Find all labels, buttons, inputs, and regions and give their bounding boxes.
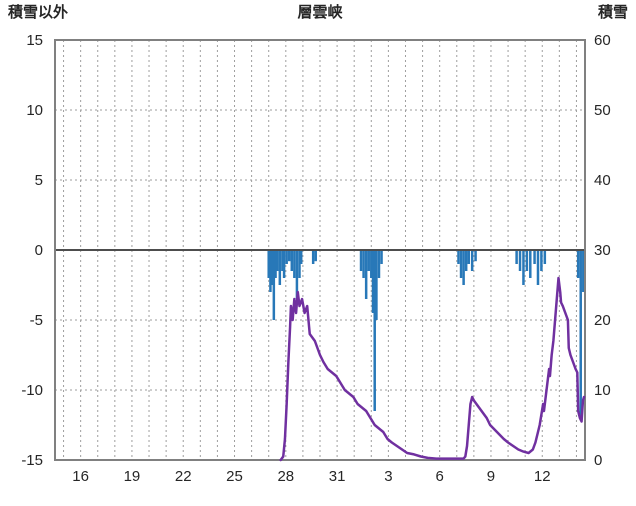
svg-text:0: 0 xyxy=(594,452,602,469)
svg-text:50: 50 xyxy=(594,102,611,119)
svg-text:22: 22 xyxy=(175,468,192,485)
svg-text:0: 0 xyxy=(35,242,43,259)
svg-text:28: 28 xyxy=(277,468,294,485)
snow-depth-line xyxy=(279,276,586,462)
svg-text:3: 3 xyxy=(384,468,392,485)
svg-text:9: 9 xyxy=(487,468,495,485)
svg-text:6: 6 xyxy=(436,468,444,485)
svg-text:40: 40 xyxy=(594,172,611,189)
svg-text:30: 30 xyxy=(594,242,611,259)
svg-text:12: 12 xyxy=(534,468,551,485)
right-axis-title: 積雪 xyxy=(597,3,628,21)
precipitation-bars xyxy=(267,250,586,418)
svg-text:5: 5 xyxy=(35,172,43,189)
svg-text:15: 15 xyxy=(26,32,43,49)
svg-text:16: 16 xyxy=(72,468,89,485)
svg-text:-5: -5 xyxy=(30,312,43,329)
left-axis-title: 積雪以外 xyxy=(7,3,68,21)
svg-text:25: 25 xyxy=(226,468,243,485)
svg-text:-10: -10 xyxy=(21,382,43,399)
svg-text:10: 10 xyxy=(594,382,611,399)
svg-text:60: 60 xyxy=(594,32,611,49)
svg-text:20: 20 xyxy=(594,312,611,329)
svg-text:10: 10 xyxy=(26,102,43,119)
svg-text:-15: -15 xyxy=(21,452,43,469)
svg-text:31: 31 xyxy=(329,468,346,485)
plot-frame xyxy=(54,39,586,461)
chart-title: 層雲峡 xyxy=(297,3,343,21)
svg-text:19: 19 xyxy=(124,468,141,485)
